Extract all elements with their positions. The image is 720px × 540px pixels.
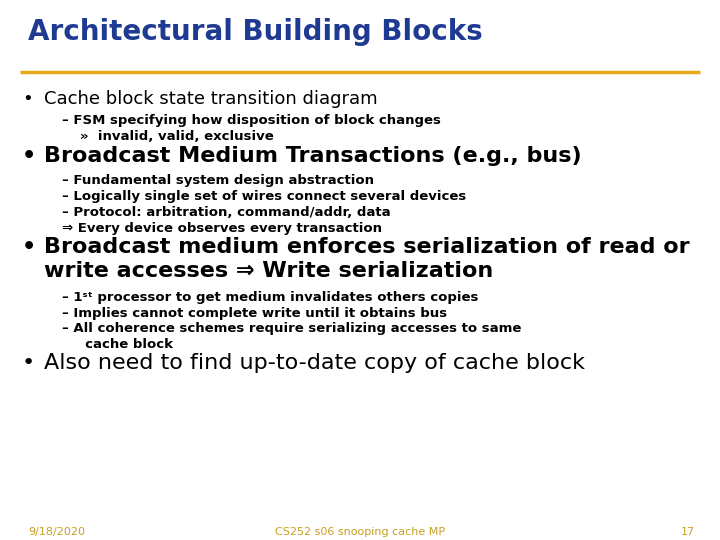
Text: »  invalid, valid, exclusive: » invalid, valid, exclusive: [80, 130, 274, 143]
Text: – Implies cannot complete write until it obtains bus: – Implies cannot complete write until it…: [62, 307, 447, 320]
Text: •: •: [22, 353, 35, 373]
Text: – FSM specifying how disposition of block changes: – FSM specifying how disposition of bloc…: [62, 114, 441, 127]
Text: Broadcast Medium Transactions (e.g., bus): Broadcast Medium Transactions (e.g., bus…: [44, 146, 582, 166]
Text: CS252 s06 snooping cache MP: CS252 s06 snooping cache MP: [275, 527, 445, 537]
Text: Cache block state transition diagram: Cache block state transition diagram: [44, 90, 377, 108]
Text: ⇒ Every device observes every transaction: ⇒ Every device observes every transactio…: [62, 221, 382, 234]
Text: Also need to find up-to-date copy of cache block: Also need to find up-to-date copy of cac…: [44, 353, 585, 373]
Text: •: •: [22, 146, 36, 166]
Text: •: •: [22, 90, 32, 108]
Text: – Fundamental system design abstraction: – Fundamental system design abstraction: [62, 174, 374, 187]
Text: 9/18/2020: 9/18/2020: [28, 527, 85, 537]
Text: Architectural Building Blocks: Architectural Building Blocks: [28, 18, 482, 46]
Text: – Logically single set of wires connect several devices: – Logically single set of wires connect …: [62, 190, 467, 203]
Text: Broadcast medium enforces serialization of read or
write accesses ⇒ Write serial: Broadcast medium enforces serialization …: [44, 237, 690, 281]
Text: – 1ˢᵗ processor to get medium invalidates others copies: – 1ˢᵗ processor to get medium invalidate…: [62, 291, 478, 304]
Text: – Protocol: arbitration, command/addr, data: – Protocol: arbitration, command/addr, d…: [62, 206, 391, 219]
Text: 17: 17: [681, 527, 695, 537]
Text: – All coherence schemes require serializing accesses to same
     cache block: – All coherence schemes require serializ…: [62, 322, 521, 351]
Text: •: •: [22, 237, 36, 257]
